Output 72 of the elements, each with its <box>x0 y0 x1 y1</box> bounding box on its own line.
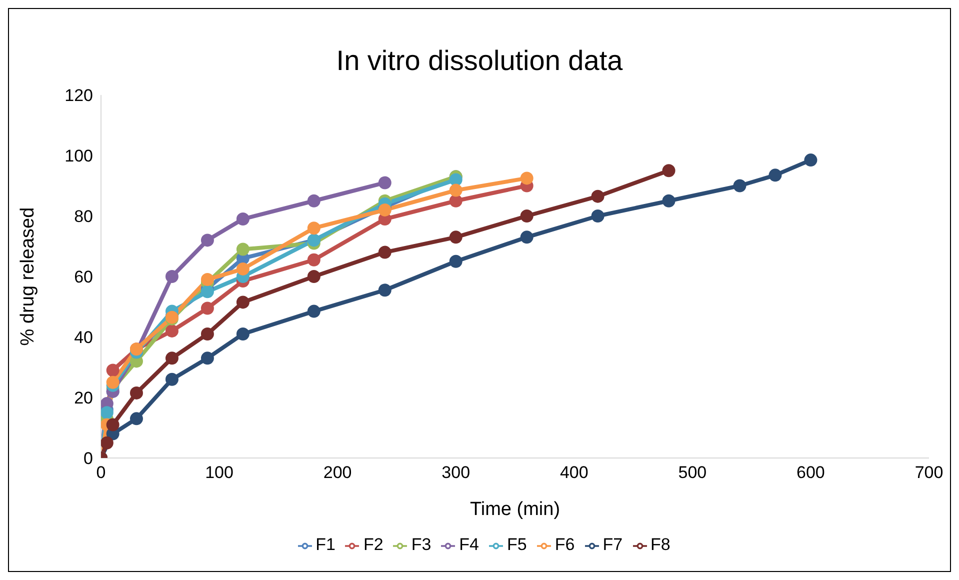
point <box>520 172 534 185</box>
chart-title: In vitro dissolution data <box>335 45 624 78</box>
point <box>378 176 392 190</box>
legend-label: F1 <box>316 535 336 554</box>
point <box>106 418 120 432</box>
point <box>165 372 178 386</box>
y-tick-label: 60 <box>74 268 93 287</box>
x-tick-label: 500 <box>678 463 707 482</box>
point <box>101 406 114 420</box>
point <box>307 253 320 266</box>
y-tick-label: 40 <box>74 328 93 348</box>
point <box>449 230 462 244</box>
point <box>130 386 143 400</box>
point <box>449 194 462 208</box>
point <box>520 230 534 244</box>
point <box>378 203 392 216</box>
point <box>378 246 392 259</box>
point <box>236 296 250 309</box>
point <box>200 327 214 340</box>
point <box>165 270 178 283</box>
point <box>804 154 818 167</box>
y-axis-title: % drug released <box>18 207 39 346</box>
point <box>307 222 320 235</box>
x-tick-label: 700 <box>914 463 944 482</box>
y-tick-label: 0 <box>84 449 93 468</box>
legend-label: F6 <box>554 535 575 554</box>
y-tick-label: 20 <box>74 388 93 408</box>
point <box>200 234 214 247</box>
legend-label: F3 <box>411 535 432 554</box>
point <box>236 327 250 340</box>
point <box>307 194 320 208</box>
x-axis-title: Time (min) <box>470 499 560 520</box>
point <box>307 270 320 283</box>
point <box>200 273 214 286</box>
point <box>520 210 534 222</box>
x-tick-label: 600 <box>796 463 825 482</box>
y-tick-label: 80 <box>74 207 93 226</box>
point <box>662 164 676 178</box>
point <box>449 173 462 186</box>
point <box>101 436 114 450</box>
point <box>200 302 214 315</box>
point <box>236 262 250 276</box>
point <box>591 190 604 203</box>
x-tick-label: 200 <box>323 463 352 482</box>
x-tick-label: 400 <box>560 463 588 482</box>
point <box>165 352 178 365</box>
point <box>236 242 250 256</box>
point <box>449 184 462 197</box>
point <box>662 194 676 208</box>
point <box>106 376 120 389</box>
x-tick-label: 300 <box>442 463 470 482</box>
point <box>236 212 250 226</box>
legend-label: F4 <box>459 535 479 554</box>
point <box>733 179 746 192</box>
point <box>106 364 120 377</box>
legend-label: F5 <box>507 535 527 554</box>
point <box>165 324 178 338</box>
legend-label: F7 <box>602 535 623 554</box>
point <box>307 304 320 318</box>
x-tick-label: 0 <box>96 463 106 482</box>
point <box>200 285 214 298</box>
point <box>200 352 214 365</box>
x-tick-label: 100 <box>205 463 234 482</box>
point <box>768 168 782 182</box>
point <box>130 412 143 426</box>
point <box>449 254 462 268</box>
point <box>591 210 604 222</box>
point <box>378 284 392 297</box>
y-tick-label: 100 <box>64 146 93 166</box>
legend-label: F2 <box>363 535 384 554</box>
y-tick-label: 120 <box>64 86 93 106</box>
legend-label: F8 <box>650 535 670 554</box>
